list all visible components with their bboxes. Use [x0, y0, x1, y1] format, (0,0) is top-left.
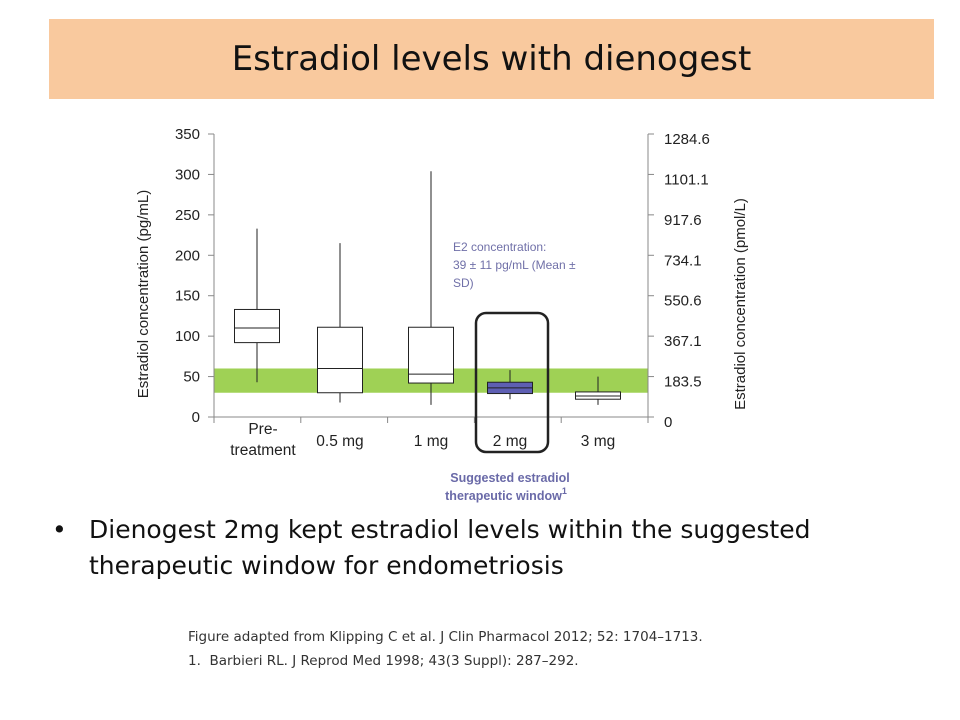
- figure-source-note: Figure adapted from Klipping C et al. J …: [188, 629, 703, 645]
- category-label: 0.5 mg: [316, 433, 363, 450]
- category-label: 2 mg: [493, 433, 527, 450]
- title-banner: Estradiol levels with dienogest: [49, 19, 934, 99]
- right-tick-label: 183.5: [664, 374, 702, 391]
- right-tick-label: 734.1: [664, 252, 702, 269]
- left-tick-label: 150: [175, 288, 200, 305]
- reference-1: 1. Barbieri RL. J Reprod Med 1998; 43(3 …: [188, 653, 579, 669]
- right-tick-label: 917.6: [664, 212, 702, 229]
- estradiol-boxplot-chart: 0 50 100 150 200 250 300 350 0 183.5 367.1 550.6 734…: [135, 126, 749, 503]
- slide-title: Estradiol levels with dienogest: [231, 39, 752, 79]
- left-tick-label: 200: [175, 247, 200, 264]
- category-label: Pre-treatment: [230, 421, 296, 459]
- right-tick-label: 1284.6: [664, 131, 710, 148]
- bullet-text: Dienogest 2mg kept estradiol levels with…: [89, 515, 811, 580]
- box: [408, 326, 454, 384]
- e2-concentration-annotation: E2 concentration: 39 ± 11 pg/mL (Mean ± SD…: [453, 240, 576, 290]
- left-tick-label: 250: [175, 207, 200, 224]
- category-label: 1 mg: [414, 433, 448, 450]
- left-axis-title: Estradiol concentration (pg/mL): [135, 190, 152, 398]
- references: Figure adapted from Klipping C et al. J …: [188, 625, 703, 673]
- left-tick-label: 0: [192, 409, 200, 426]
- right-tick-label: 1101.1: [664, 171, 709, 188]
- therapeutic-window-label: Suggested estradiol therapeutic window1: [445, 471, 570, 503]
- right-tick-label: 367.1: [664, 333, 702, 350]
- bullet-marker: •: [52, 515, 67, 544]
- right-tick-label: 550.6: [664, 293, 702, 310]
- left-tick-label: 100: [175, 328, 200, 345]
- left-tick-label: 50: [183, 369, 200, 386]
- left-tick-label: 350: [175, 126, 200, 143]
- left-tick-label: 300: [175, 166, 200, 183]
- highlight-frame-2mg: [474, 311, 550, 454]
- box: [234, 308, 280, 344]
- box: [317, 326, 363, 394]
- right-axis-title: Estradiol concentration (pmol/L): [732, 198, 749, 410]
- right-tick-label: 0: [664, 414, 672, 431]
- category-label: 3 mg: [581, 433, 615, 450]
